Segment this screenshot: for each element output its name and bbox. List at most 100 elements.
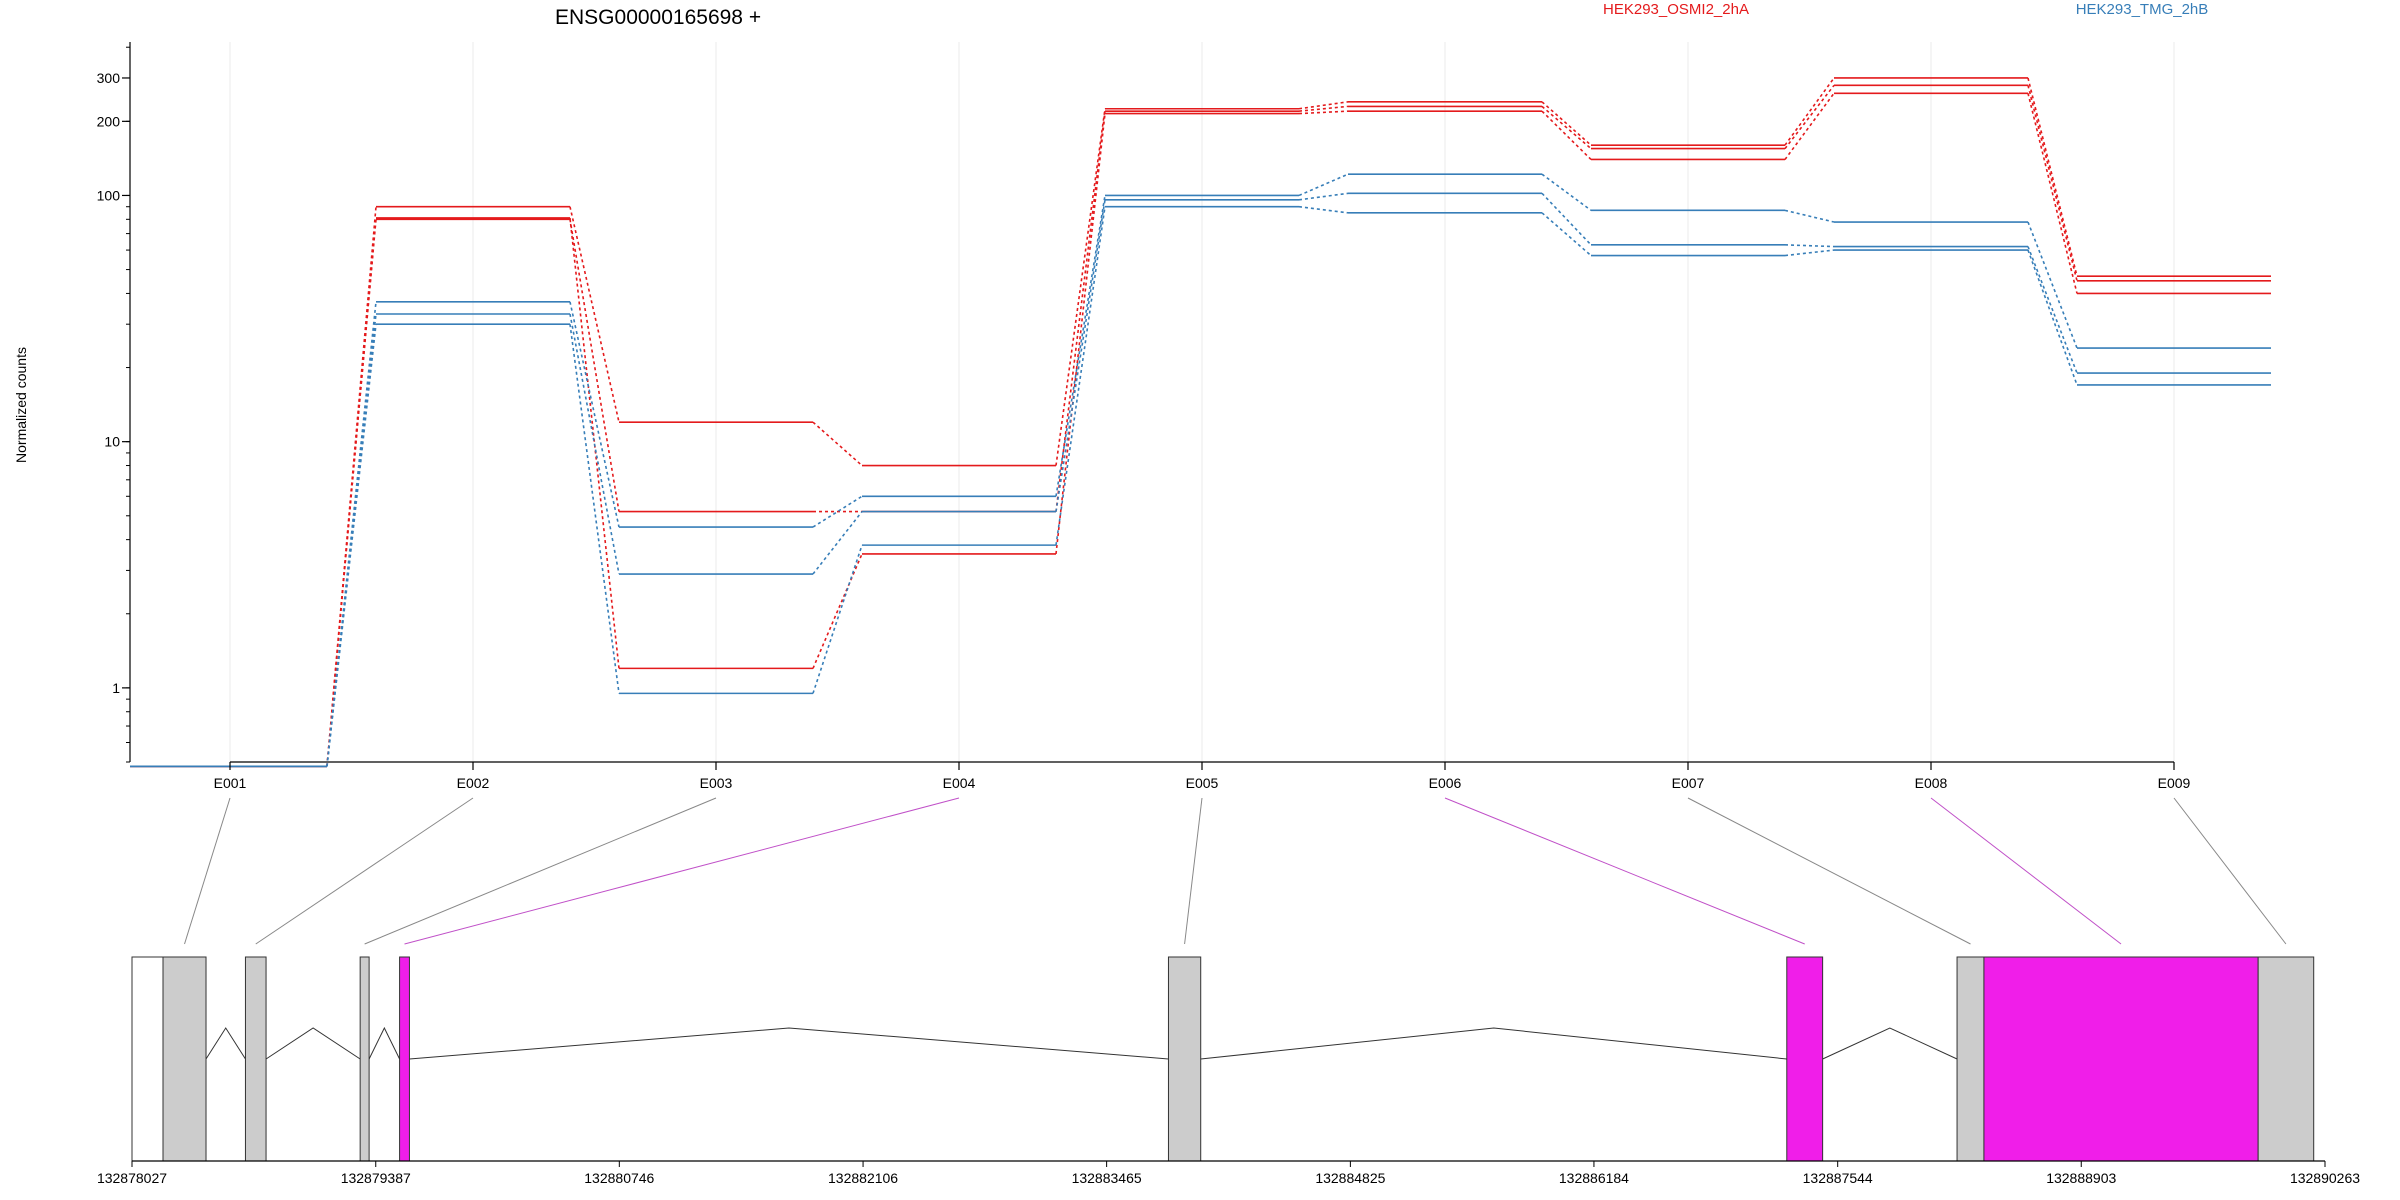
x-tick-label: E005 [1186,775,1219,791]
transition-segment [569,206,620,423]
chart-title: ENSG00000165698 + [555,6,761,29]
intron-line [1200,1027,1787,1060]
exon-block [162,956,207,1162]
exon-connector [1930,797,2122,945]
transition-segment [2027,246,2078,374]
transition-segment [569,219,620,512]
transition-segment [2027,221,2078,349]
transition-segment [1298,205,1349,214]
x-tick-label: E009 [2158,775,2191,791]
series-line [130,192,2271,768]
transition-segment [2027,77,2078,277]
plot-area [130,77,2271,768]
transition-segment [569,324,620,694]
exon-block [359,956,370,1162]
transition-segment [2027,249,2078,386]
transition-segment [812,544,863,694]
intron-line [205,1027,246,1060]
x-tick-label: E003 [700,775,733,791]
transition-segment [812,421,863,467]
y-tick-label: 200 [97,113,121,129]
genomic-tick-label: 132890263 [2290,1170,2360,1186]
y-axis: 1 10 100 200 300 [97,42,131,763]
transition-segment [1784,77,1835,146]
series-line [130,77,2271,768]
exon-connector [364,797,717,945]
y-tick-label: 10 [104,434,120,450]
transition-segment [1784,209,1835,223]
transition-segment [1298,101,1349,110]
x-tick-label: E002 [457,775,490,791]
series-line [130,84,2271,768]
y-axis-label: Normalized counts [13,347,29,463]
transition-segment [1298,173,1349,197]
exon-block [244,956,267,1162]
genomic-tick-label: 132878027 [97,1170,167,1186]
transition-segment [1541,173,1592,211]
y-tick-label: 1 [112,680,120,696]
transition-segment [1055,108,1106,466]
x-tick-label: E001 [214,775,247,791]
intron-line [1822,1027,1958,1060]
exon-block [2257,956,2315,1162]
genomic-tick-label: 132882106 [828,1170,898,1186]
transition-segment [2027,85,2078,282]
transition-segment [326,206,377,767]
transition-segment [326,324,377,767]
series-line [130,92,2271,768]
transition-segment [1541,105,1592,150]
exon-connector [2173,797,2287,945]
transition-segment [1298,110,1349,115]
transition-segment [569,301,620,528]
transition-segment [326,301,377,767]
transition-segment [812,511,863,575]
transition-segment [812,495,863,528]
exon-connector [1184,797,1203,945]
exon-block [1956,956,1985,1162]
transition-segment [1541,212,1592,257]
transition-segment [1298,192,1349,201]
transition-segment [812,553,863,669]
transition-segment [1541,101,1592,146]
genomic-tick-label: 132883465 [1072,1170,1142,1186]
intron-line [265,1027,361,1060]
genomic-tick-label: 132880746 [584,1170,654,1186]
intron-line [368,1026,401,1060]
genomic-axis: 132878027 132879387 132880746 132882106 1328… [97,1160,2360,1186]
exon-block [399,956,410,1162]
exon-block [1167,956,1202,1162]
x-tick-label: E004 [943,775,976,791]
transition-segment [1541,192,1592,246]
x-axis: E001 E002 E003 E004 E005 E006 E007 E008 E009 [214,761,2191,791]
exon-connector [184,797,231,945]
exon-block [1983,956,2259,1162]
exon-connector [404,797,960,945]
genomic-tick-label: 132888903 [2046,1170,2116,1186]
transition-segment [1784,92,1835,160]
transition-segment [2027,93,2078,294]
exon-connector [255,797,474,945]
transition-segment [1055,206,1106,546]
transition-segment [1784,249,1835,257]
series-line [130,173,2271,768]
exon-block [131,956,164,1162]
genomic-tick-label: 132884825 [1315,1170,1385,1186]
y-tick-label: 300 [97,70,121,86]
gene-model [131,956,2315,1162]
transition-segment [1541,110,1592,161]
transition-segment [1784,244,1835,248]
x-tick-label: E006 [1429,775,1462,791]
transition-segment [1055,199,1106,512]
transition-segment [1055,111,1106,512]
exon-connector [1444,797,1805,945]
genomic-tick-label: 132887544 [1803,1170,1873,1186]
genomic-tick-label: 132879387 [341,1170,411,1186]
genomic-tick-label: 132886184 [1559,1170,1629,1186]
transition-segment [1055,113,1106,555]
transition-segment [326,313,377,767]
transition-segment [326,219,377,767]
transition-segment [1298,105,1349,112]
transition-segment [326,217,377,767]
grid [229,42,2175,762]
